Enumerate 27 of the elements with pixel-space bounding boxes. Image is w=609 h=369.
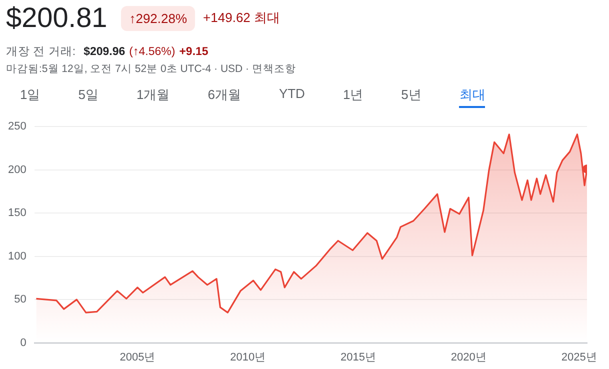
x-tick-label: 2015년 <box>340 351 376 364</box>
x-tick-label: 2020년 <box>450 351 486 364</box>
text: 개장 전 거래: <box>6 46 76 58</box>
y-tick-label: 200 <box>8 164 26 176</box>
x-tick-label: 2010년 <box>230 351 266 364</box>
text: YTD <box>278 86 305 103</box>
x-tick-label: 2025년 <box>561 351 597 364</box>
text: 1일 <box>20 86 40 104</box>
text: $209.96 <box>84 46 126 58</box>
y-tick-label: 100 <box>8 250 26 262</box>
y-tick-label: 0 <box>20 336 26 349</box>
text: 5년 <box>401 86 422 104</box>
text: (↑4.56%) <box>129 46 176 58</box>
text: 마감됨:5월 12일, 오전 7시 52분 0초 UTC-4 · USD · 면책조항 <box>6 62 296 76</box>
text: 5일 <box>78 86 98 104</box>
text: 1개월 <box>136 86 170 104</box>
text: +9.15 <box>179 46 208 58</box>
y-tick-label: 250 <box>8 120 26 133</box>
text: 최대 <box>459 86 486 108</box>
y-tick-label: 150 <box>8 207 26 220</box>
text: ↑292.28% <box>121 6 196 30</box>
y-tick-label: 50 <box>14 294 26 306</box>
text: 6개월 <box>208 86 241 104</box>
text: 1년 <box>342 86 364 104</box>
x-tick-label: 2005년 <box>120 351 156 364</box>
text: +149.62 최대 <box>203 9 280 27</box>
chart-title: $200.81 <box>6 2 108 34</box>
